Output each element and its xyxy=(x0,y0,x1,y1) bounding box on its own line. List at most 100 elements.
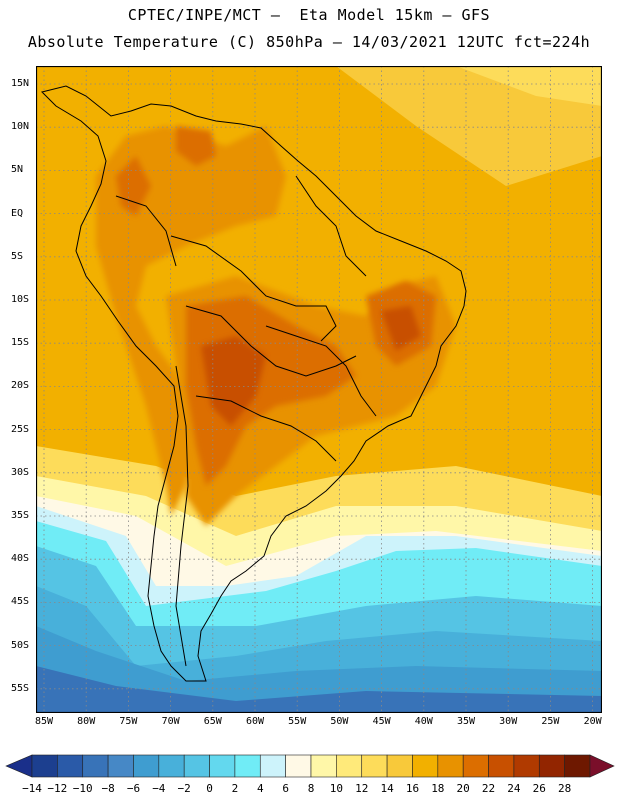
colorbar-tick-label: 4 xyxy=(256,782,264,795)
longitude-label: 75W xyxy=(119,716,138,727)
latitude-label: 10N xyxy=(11,121,30,133)
colorbar-tick-label: 12 xyxy=(355,782,369,795)
field-minus8-minus6 xyxy=(36,666,602,713)
colorbar-cell xyxy=(488,754,515,778)
colorbar-cell xyxy=(361,754,388,778)
south-america-coastline xyxy=(41,85,467,682)
longitude-label: 65W xyxy=(203,716,222,727)
chart-title-line-1: CPTEC/INPE/MCT – Eta Model 15km – GFS xyxy=(127,6,491,24)
country-border-6 xyxy=(265,325,377,417)
colorbar-cell xyxy=(183,754,210,778)
latitude-label: 30S xyxy=(11,466,30,478)
longitude-label: 80W xyxy=(77,716,96,727)
field-18-20-andes xyxy=(96,126,286,516)
longitude-label: 50W xyxy=(330,716,349,727)
colorbar-tick-label: 28 xyxy=(558,782,572,795)
colorbar-tick-label: 10 xyxy=(329,782,343,795)
latitude-label: 40S xyxy=(11,553,30,565)
field-minus4-minus2 xyxy=(36,626,602,713)
latitude-label: 15N xyxy=(11,78,30,89)
colorbar-cell xyxy=(57,754,84,778)
colorbar-tick-label: 16 xyxy=(405,782,420,795)
map-frame xyxy=(36,66,602,713)
longitude-label: 45W xyxy=(372,716,391,727)
colorbar-tick-label: −2 xyxy=(177,782,191,795)
latitude-label: 15S xyxy=(11,337,30,349)
colorbar-tick-label: −4 xyxy=(152,782,166,795)
colorbar-tick-label: −12 xyxy=(47,782,68,795)
country-border-5 xyxy=(295,175,367,277)
colorbar-tick-label: 14 xyxy=(380,782,394,795)
country-border-7 xyxy=(115,195,177,267)
colorbar-cell xyxy=(82,754,109,778)
colorbar-tick-label: 6 xyxy=(282,782,289,795)
field-22-24-northeast xyxy=(381,306,421,351)
longitude-label: 20W xyxy=(583,716,602,727)
latitude-label: 5N xyxy=(11,164,24,176)
colorbar-tick-label: 8 xyxy=(307,782,315,795)
colorbar-tick-label: −10 xyxy=(72,782,93,795)
field-20-22-venezuela xyxy=(176,126,216,166)
colorbar-tick-label: 0 xyxy=(206,782,213,795)
latitude-label: 35S xyxy=(11,510,30,521)
colorbar-tick-label: 22 xyxy=(481,782,496,795)
country-border-3 xyxy=(195,395,337,462)
longitude-label: 70W xyxy=(161,716,180,727)
latitude-label: 20S xyxy=(11,380,30,392)
latitude-label: EQ xyxy=(11,207,24,219)
colorbar-under-arrow xyxy=(5,754,33,778)
colorbar-cell xyxy=(310,754,337,778)
colorbar-cell xyxy=(336,754,363,778)
latitude-label: 25S xyxy=(11,423,30,435)
latitude-label: 50S xyxy=(11,639,30,651)
country-border-4 xyxy=(175,365,189,667)
colorbar-tick-label: −14 xyxy=(22,782,42,795)
colorbar-cell xyxy=(259,754,286,778)
temperature-field xyxy=(36,66,602,713)
colorbar-cells xyxy=(5,754,615,778)
field-20-22-north-andes xyxy=(116,156,151,216)
colorbar-cell xyxy=(234,754,261,778)
colorbar-tick-label: −8 xyxy=(101,782,115,795)
colorbar-tick-label: 18 xyxy=(431,782,445,795)
country-border-1 xyxy=(170,235,337,342)
colorbar-cell xyxy=(285,754,312,778)
colorbar xyxy=(5,754,615,778)
colorbar-cell xyxy=(31,754,58,778)
longitude-label: 30W xyxy=(499,716,518,727)
coastlines-and-borders xyxy=(41,85,467,682)
latitude-label: 55S xyxy=(11,682,30,694)
colorbar-cell xyxy=(437,754,464,778)
colorbar-tick-label: 26 xyxy=(532,782,546,795)
longitude-label: 85W xyxy=(34,716,54,727)
latitude-label: 5S xyxy=(11,250,24,262)
field-22-24 xyxy=(201,336,266,426)
longitude-label: 60W xyxy=(245,716,265,727)
longitude-label: 25W xyxy=(541,716,560,727)
colorbar-over-arrow xyxy=(589,754,615,778)
colorbar-cell xyxy=(564,754,591,778)
colorbar-cell xyxy=(462,754,489,778)
colorbar-tick-label: −6 xyxy=(126,782,141,795)
colorbar-cell xyxy=(538,754,565,778)
longitude-label: 55W xyxy=(288,716,307,727)
colorbar-cell xyxy=(133,754,160,778)
longitude-label: 40W xyxy=(414,716,433,727)
latitude-label: 45S xyxy=(11,596,30,608)
country-border-2 xyxy=(185,305,357,377)
colorbar-cell xyxy=(209,754,236,778)
colorbar-cell xyxy=(158,754,185,778)
colorbar-cell xyxy=(412,754,439,778)
chart-title-line-2: Absolute Temperature (C) 850hPa – 14/03/… xyxy=(27,33,591,51)
field-14-16 xyxy=(336,66,602,186)
colorbar-tick-label: 2 xyxy=(231,782,239,795)
field-12-14 xyxy=(456,66,602,106)
temperature-map xyxy=(36,66,602,713)
colorbar-tick-label: 24 xyxy=(507,782,521,795)
colorbar-tick-label: 20 xyxy=(456,782,470,795)
colorbar-cell xyxy=(386,754,413,778)
latitude-label: 10S xyxy=(11,294,30,305)
longitude-label: 35W xyxy=(456,716,476,727)
colorbar-cell xyxy=(107,754,134,778)
colorbar-cell xyxy=(513,754,540,778)
